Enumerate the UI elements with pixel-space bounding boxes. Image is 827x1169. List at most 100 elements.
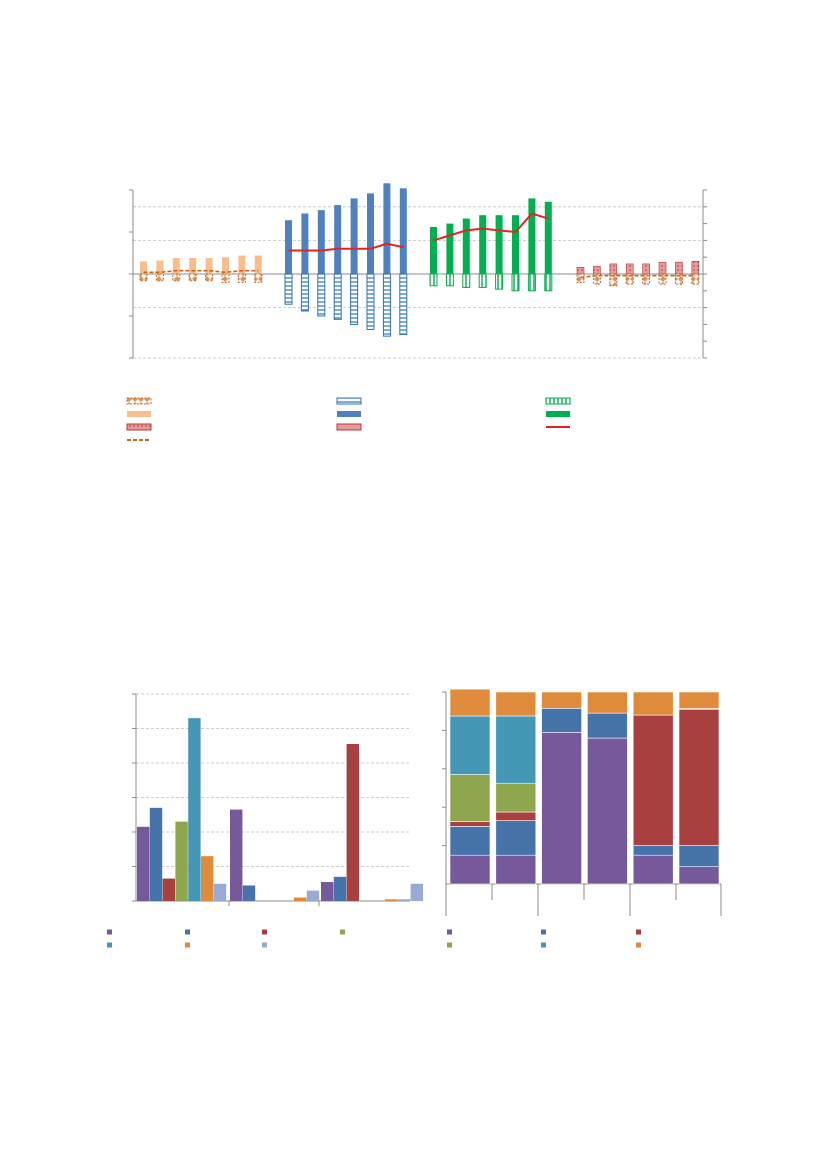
bar-positive [140, 261, 147, 274]
bar-positive [399, 188, 407, 274]
bar-negative [300, 273, 309, 312]
bar-negative [284, 273, 293, 305]
stacked-segment [587, 712, 628, 739]
bar-negative [691, 273, 700, 285]
series-line [433, 212, 549, 242]
bar [410, 883, 423, 901]
bar [346, 744, 359, 901]
bar-negative [333, 273, 342, 320]
stacked-segment [449, 774, 491, 822]
bar-positive [172, 258, 180, 274]
legend-swatch [636, 942, 641, 948]
legend-swatch [340, 929, 345, 935]
bar [242, 885, 256, 901]
stacked-segment [587, 691, 628, 714]
bar [385, 899, 398, 901]
stacked-segment [541, 732, 582, 885]
bar-positive [238, 255, 246, 274]
legend-swatch [541, 942, 546, 948]
bar-positive [254, 255, 262, 274]
bar-negative [139, 273, 148, 282]
bar [306, 890, 320, 901]
legend-swatch [126, 423, 152, 431]
stacked-segment [495, 715, 537, 784]
bar-negative [674, 273, 683, 285]
stacked-segment [632, 691, 674, 716]
bar-negative [576, 273, 585, 283]
legend-swatch [107, 929, 112, 935]
bar-positive [222, 257, 229, 274]
bar-negative [511, 273, 520, 292]
bar-negative [527, 273, 536, 292]
bar-positive [462, 218, 470, 274]
bar-negative [592, 273, 601, 285]
bar-negative [429, 273, 438, 287]
bar-positive [285, 220, 292, 274]
legend-top [126, 397, 571, 441]
bar-negative [642, 273, 651, 285]
legend-swatch [185, 942, 190, 948]
chart-top-bars [129, 183, 707, 359]
legend-swatch [541, 929, 546, 935]
series-line [288, 242, 404, 252]
stacked-segment [495, 854, 537, 885]
bar [321, 882, 334, 901]
stacked-segment [632, 854, 674, 885]
bar [162, 878, 175, 901]
bar-positive [512, 215, 519, 274]
stacked-segment [678, 691, 720, 709]
bar-negative [254, 273, 263, 283]
bar-positive [479, 215, 487, 274]
bar [137, 826, 150, 901]
bar-negative [478, 273, 487, 288]
stacked-segment [495, 820, 537, 856]
bar-negative [544, 273, 553, 292]
stacked-segment [449, 688, 491, 717]
stacked-segment [541, 691, 582, 709]
bar-negative [237, 273, 246, 283]
legend-swatch [185, 929, 190, 935]
bar-negative [382, 273, 391, 337]
legend-swatch [337, 411, 361, 417]
bar-positive [334, 205, 342, 274]
bar-positive [544, 201, 552, 274]
bar [188, 718, 201, 901]
bar-positive [528, 198, 536, 274]
legend-swatch [546, 411, 570, 417]
stacked-segment [495, 691, 537, 717]
legend-swatch [336, 423, 362, 431]
bar-negative [462, 273, 471, 288]
stacked-segment [541, 708, 582, 733]
stacked-segment [449, 826, 491, 856]
bar [397, 899, 411, 901]
bar-positive [156, 260, 164, 274]
bar-negative [495, 273, 504, 290]
stacked-segment [632, 714, 674, 846]
legend-swatch [447, 942, 452, 948]
bar-positive [495, 215, 503, 274]
bar-negative [445, 273, 454, 287]
bar [230, 809, 243, 901]
bar-positive [189, 258, 197, 274]
bar-negative [221, 273, 230, 283]
bar-positive [430, 226, 437, 274]
stacked-segment [449, 715, 491, 775]
bar [201, 856, 214, 901]
bar-positive [301, 213, 309, 274]
bar-positive [317, 210, 325, 274]
bar-positive [205, 258, 213, 274]
bar-positive [383, 183, 391, 274]
bar-positive [367, 193, 374, 274]
legend-swatch [636, 929, 641, 935]
stacked-segment [587, 737, 628, 885]
bar-positive [446, 223, 454, 274]
legend-swatch [545, 397, 571, 405]
bar [333, 876, 347, 901]
legend-swatch [126, 397, 152, 405]
stacked-segment [449, 854, 491, 885]
legend-swatch [107, 942, 112, 948]
legend-swatch [262, 942, 267, 948]
legend-swatch [262, 929, 267, 935]
